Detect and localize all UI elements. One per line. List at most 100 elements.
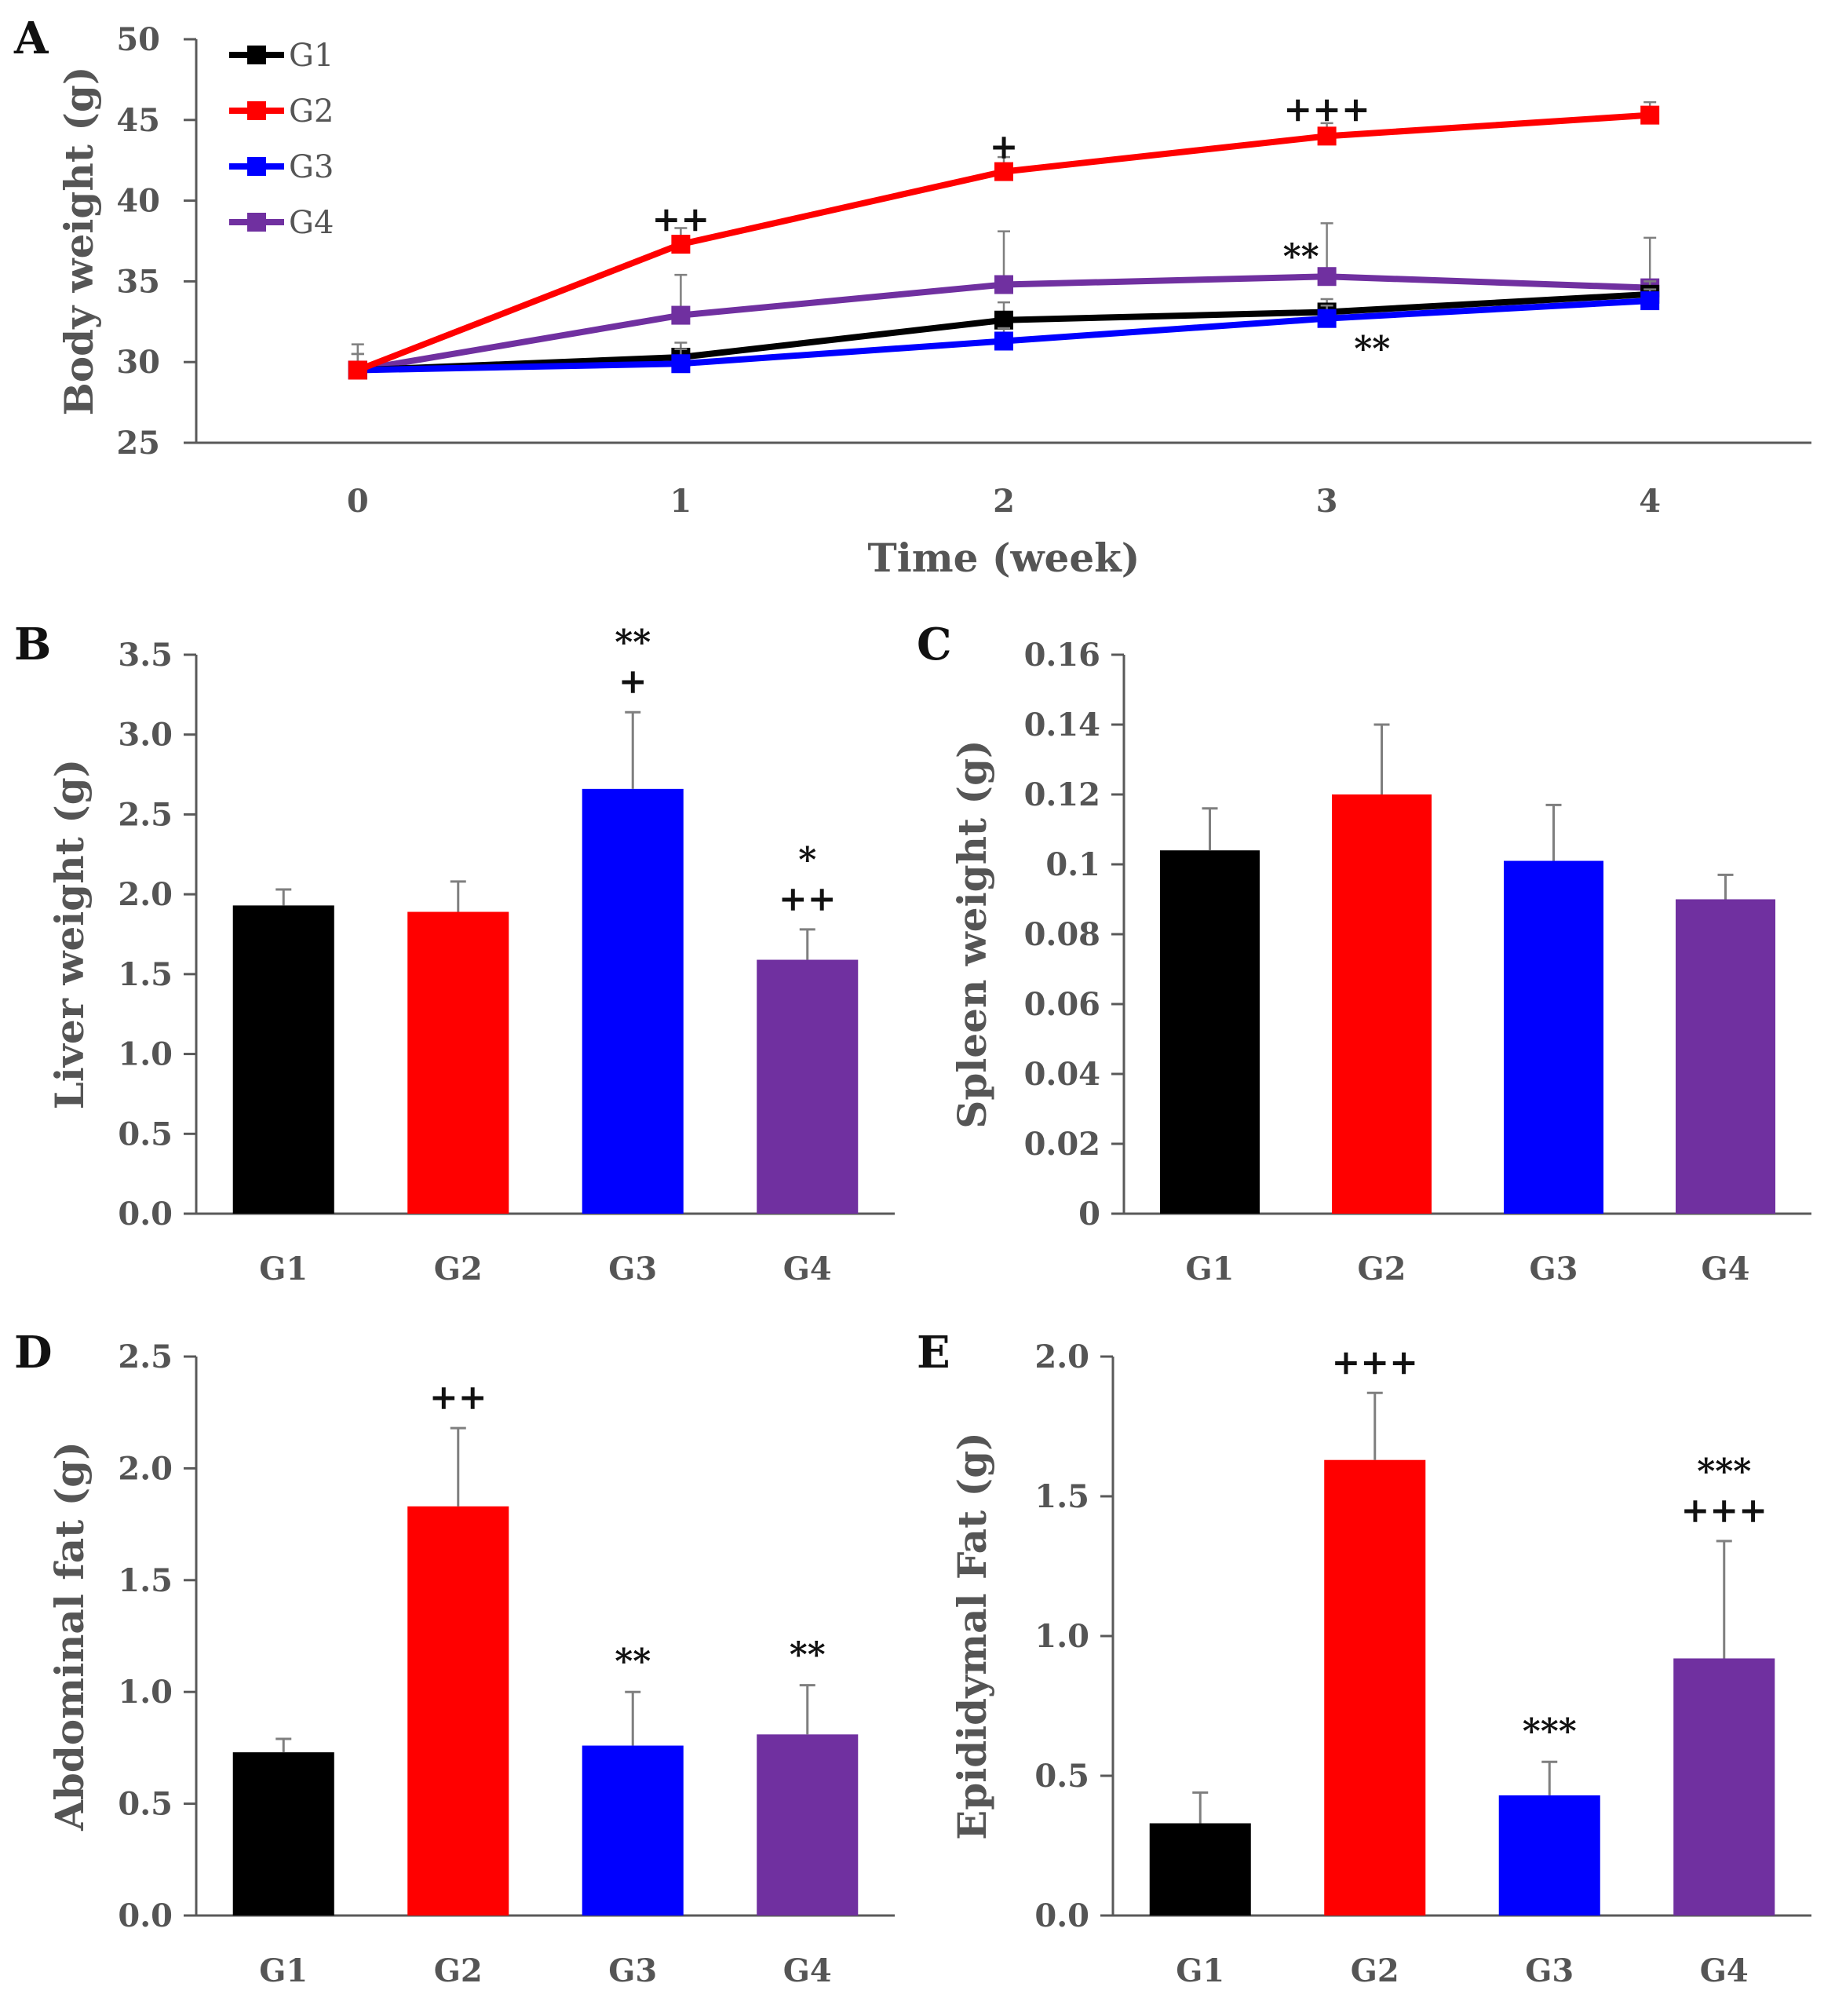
bar-g1 xyxy=(1149,1823,1251,1916)
y-tick-label: 50 xyxy=(116,21,160,58)
legend-marker-g2 xyxy=(247,101,266,120)
y-tick-label: 1.5 xyxy=(1034,1478,1089,1515)
y-axis-title: Epididymal Fat (g) xyxy=(949,1432,995,1840)
bar-g1 xyxy=(232,1752,334,1916)
significance-annotation: *** xyxy=(1523,1711,1577,1751)
panel-letter: B xyxy=(14,619,51,670)
legend-label-g4: G4 xyxy=(289,205,334,241)
y-axis-title: Liver weight (g) xyxy=(46,759,93,1110)
panel-letter: A xyxy=(13,13,49,64)
data-point-g2 xyxy=(1640,105,1660,125)
y-tick-label: 0.0 xyxy=(118,1196,173,1233)
y-tick-label: 0.16 xyxy=(1024,637,1100,674)
legend-marker-g3 xyxy=(247,157,266,176)
x-tick-label: 1 xyxy=(669,483,691,520)
y-axis-title: Body weight (g) xyxy=(56,67,102,416)
panel-c-spleen-weight-chart: C 0 0.02 0.04 0.06 0.08 0.1 0.12 0.14 0.16 Spleen … xyxy=(917,619,1811,1287)
bar-g2 xyxy=(407,911,509,1214)
data-point-g2 xyxy=(994,162,1013,181)
panel-letter: C xyxy=(917,619,952,670)
significance-annotation: + xyxy=(990,127,1019,167)
panel-letter: E xyxy=(917,1327,950,1379)
y-tick-label: 0.08 xyxy=(1024,916,1100,953)
significance-annotation: * xyxy=(798,840,816,880)
y-tick-label: 0.0 xyxy=(1034,1897,1089,1934)
legend-label-g3: G3 xyxy=(289,149,334,185)
significance-annotation: ** xyxy=(1283,237,1319,277)
y-tick-label: 25 xyxy=(116,425,160,462)
y-tick-label: 1.0 xyxy=(118,1674,173,1711)
significance-annotation: *** xyxy=(1697,1452,1751,1492)
y-tick-label: 1.5 xyxy=(118,956,173,993)
y-tick-label: 0.5 xyxy=(1034,1758,1089,1795)
panel-b-liver-weight-chart: B 0.0 0.5 1.0 1.5 2.0 2.5 3.0 3.5 Liver weight (g… xyxy=(14,619,895,1287)
significance-annotation: +++ xyxy=(1283,89,1370,130)
significance-annotation: ** xyxy=(615,1642,651,1682)
y-tick-label: 45 xyxy=(116,102,160,139)
significance-annotation: ** xyxy=(615,623,651,663)
panel-letter: D xyxy=(14,1327,53,1379)
data-point-g3 xyxy=(671,354,691,374)
legend-label-g2: G2 xyxy=(289,93,334,130)
bar-g4 xyxy=(1675,899,1776,1214)
x-tick-label: G2 xyxy=(1358,1251,1406,1287)
panel-e-epididymal-fat-chart: E 0.0 0.5 1.0 1.5 2.0 Epididymal Fat (g) G1 G2 ++… xyxy=(917,1327,1811,1989)
significance-annotation: +++ xyxy=(1331,1342,1418,1382)
y-tick-label: 0.04 xyxy=(1024,1056,1100,1093)
legend-marker-g4 xyxy=(247,213,266,232)
x-tick-label: 0 xyxy=(347,483,369,520)
y-tick-label: 2.5 xyxy=(118,1339,173,1375)
y-tick-label: 2.0 xyxy=(118,876,173,913)
legend-label-g1: G1 xyxy=(289,38,334,74)
y-tick-label: 2.5 xyxy=(118,796,173,833)
significance-annotation: ++ xyxy=(779,879,837,919)
y-tick-label: 1.0 xyxy=(118,1036,173,1073)
x-tick-label: G2 xyxy=(1351,1952,1399,1989)
data-point-g1 xyxy=(994,310,1013,330)
y-tick-label: 35 xyxy=(116,263,160,300)
y-tick-label: 0.1 xyxy=(1045,846,1100,883)
x-tick-label: G3 xyxy=(608,1952,657,1989)
legend-marker-g1 xyxy=(247,46,266,64)
panel-a-body-weight-chart: A 25 30 35 40 45 50 0 1 2 3 4 Time (week) Body weight… xyxy=(13,13,1811,581)
bar-g3 xyxy=(1498,1795,1600,1916)
significance-annotation: +++ xyxy=(1680,1491,1767,1531)
x-tick-label: 4 xyxy=(1639,483,1661,520)
significance-annotation: ++ xyxy=(652,199,710,239)
y-tick-label: 0.0 xyxy=(118,1897,173,1934)
y-tick-label: 2.0 xyxy=(1034,1339,1089,1375)
x-tick-label: G2 xyxy=(434,1952,483,1989)
bar-g3 xyxy=(582,1745,684,1916)
y-tick-label: 2.0 xyxy=(118,1450,173,1487)
y-axis-title: Spleen weight (g) xyxy=(949,740,995,1128)
y-tick-label: 3.0 xyxy=(118,717,173,754)
significance-annotation: ** xyxy=(790,1635,826,1675)
data-point-g2 xyxy=(1317,126,1337,146)
y-tick-label: 1.0 xyxy=(1034,1618,1089,1655)
x-tick-label: G1 xyxy=(259,1952,308,1989)
data-point-g4 xyxy=(994,275,1013,294)
y-tick-label: 0.12 xyxy=(1024,776,1100,813)
x-tick-label: G1 xyxy=(1176,1952,1224,1989)
data-point-g4 xyxy=(1317,267,1337,287)
y-axis-title: Abdominal fat (g) xyxy=(46,1441,93,1832)
y-tick-label: 1.5 xyxy=(118,1562,173,1599)
x-axis-title: Time (week) xyxy=(868,535,1140,581)
x-tick-label: G3 xyxy=(608,1251,657,1287)
significance-annotation: ++ xyxy=(429,1378,487,1418)
x-tick-label: G4 xyxy=(783,1952,832,1989)
data-point-g2 xyxy=(671,235,691,254)
x-tick-label: G4 xyxy=(1702,1251,1750,1287)
data-point-g3 xyxy=(994,331,1013,351)
y-tick-label: 30 xyxy=(116,344,160,381)
significance-annotation: + xyxy=(618,662,648,702)
y-tick-label: 40 xyxy=(116,183,160,220)
data-point-g4 xyxy=(671,305,691,325)
x-tick-label: 3 xyxy=(1316,483,1338,520)
bar-g3 xyxy=(582,788,684,1214)
panel-d-abdominal-fat-chart: D 0.0 0.5 1.0 1.5 2.0 2.5 Abdominal fat (g) G1 G2… xyxy=(14,1327,895,1989)
data-point-g3 xyxy=(1317,309,1337,328)
x-tick-label: G3 xyxy=(1525,1952,1574,1989)
y-tick-label: 0.5 xyxy=(118,1116,173,1152)
